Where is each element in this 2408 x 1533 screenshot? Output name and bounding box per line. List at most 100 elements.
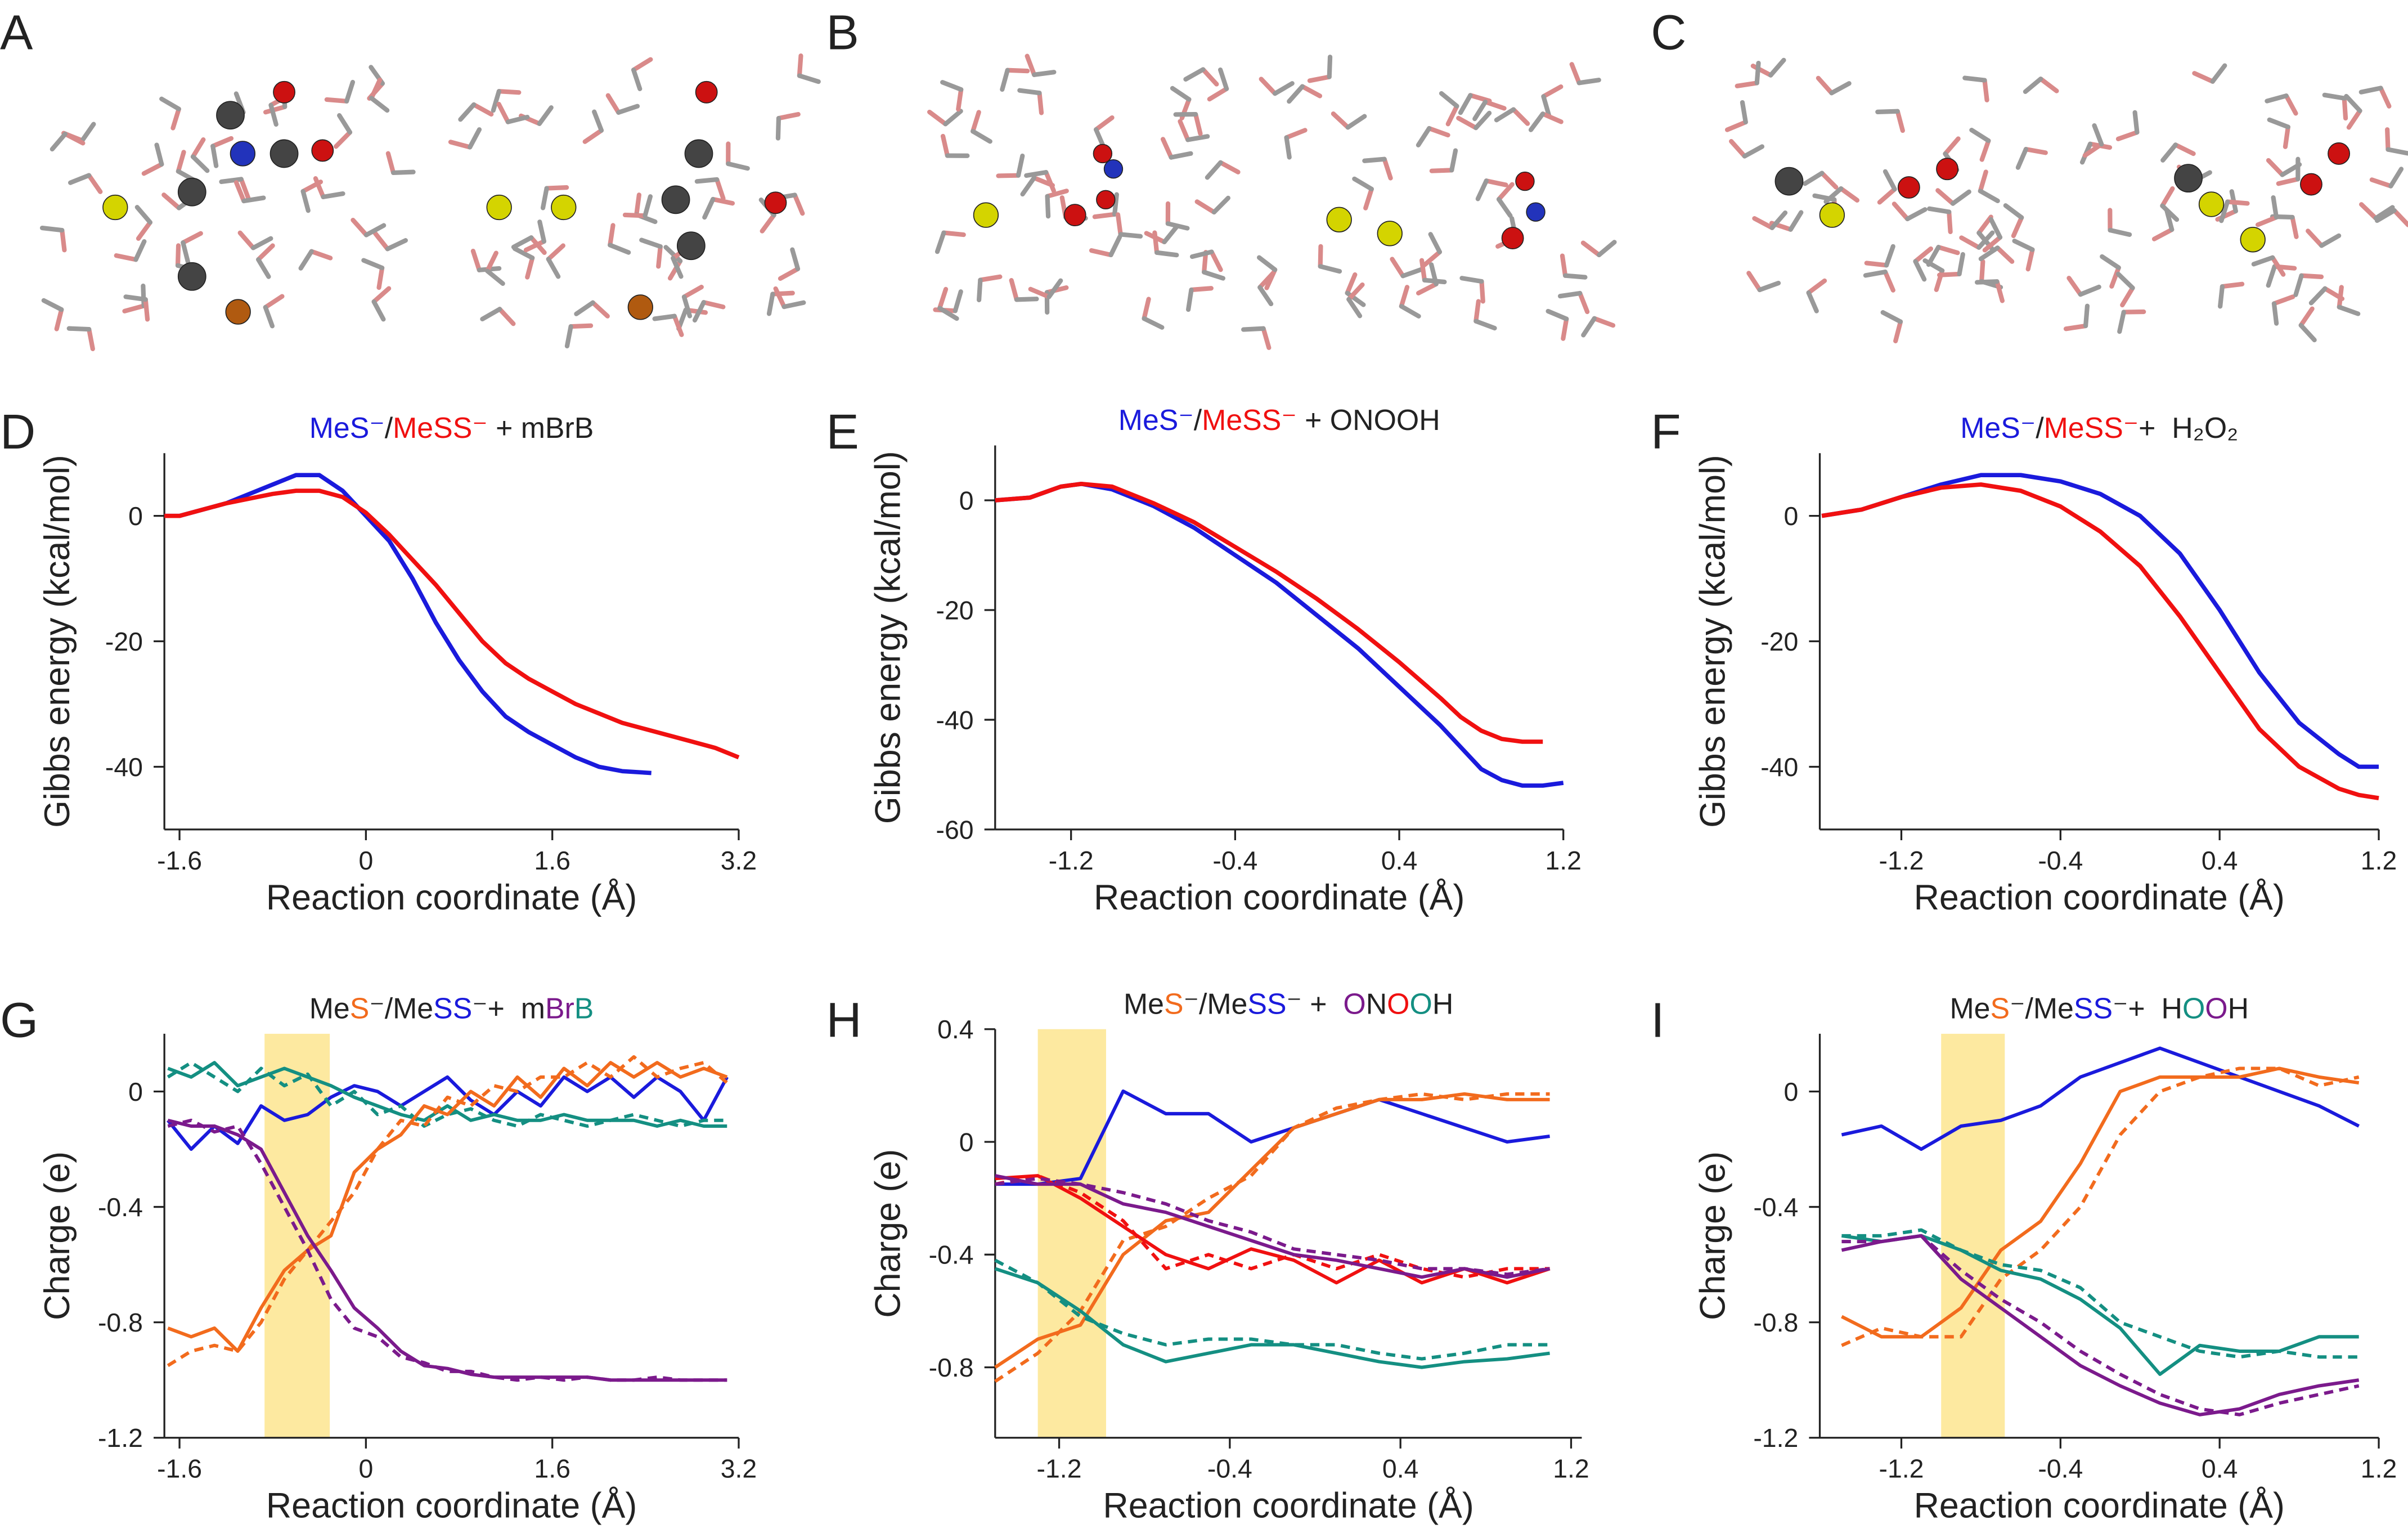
water-bond — [1729, 139, 1747, 159]
atom — [1774, 167, 1804, 196]
water-bond — [1994, 279, 2005, 303]
water-bond — [1969, 127, 1991, 144]
water-bond — [1768, 57, 1786, 78]
water-bond — [953, 289, 963, 313]
water-bond — [351, 217, 369, 237]
atom — [1526, 202, 1546, 222]
water-bond — [1754, 60, 1761, 86]
panel-letter: A — [0, 5, 33, 60]
water-bond — [711, 196, 735, 206]
water-bond — [1479, 279, 1485, 304]
x-axis-label: Reaction coordinate (Å) — [1094, 878, 1464, 917]
water-bond — [1473, 319, 1497, 331]
water-bond — [241, 195, 266, 204]
title-segment: Me — [1124, 987, 1164, 1020]
water-bond — [1201, 67, 1219, 87]
water-bond — [263, 104, 287, 115]
y-tick-label: -0.8 — [98, 1308, 143, 1337]
water-bond — [2375, 208, 2397, 223]
y-axis-label: Gibbs energy (kcal/mol) — [38, 455, 77, 828]
water-bond — [1456, 115, 1479, 131]
water-bond — [333, 130, 353, 149]
y-axis-label: Charge (e) — [869, 1149, 908, 1318]
water-bond — [592, 109, 604, 133]
water-bond — [940, 80, 964, 92]
water-bond — [525, 256, 535, 280]
water-bond — [159, 96, 181, 111]
series-line — [995, 1177, 1550, 1276]
water-bond — [1982, 235, 2003, 253]
water-bond — [935, 230, 946, 254]
water-bond — [2308, 286, 2328, 306]
water-bond — [1112, 192, 1119, 217]
atom — [627, 294, 653, 320]
water-bond — [2160, 203, 2180, 222]
water-bond — [1118, 232, 1143, 239]
water-bond — [1580, 240, 1602, 258]
water-bond — [616, 104, 640, 115]
water-bond — [1494, 107, 1516, 123]
water-bond — [590, 300, 610, 319]
water-bond — [1540, 111, 1564, 124]
water-bond — [1978, 189, 2000, 204]
water-bond — [385, 151, 396, 176]
water-bond — [1094, 115, 1115, 132]
water-bond — [210, 136, 234, 149]
water-bond — [1962, 75, 1987, 83]
title-segment: Me — [309, 992, 350, 1025]
water-bond — [1496, 197, 1513, 218]
y-tick-label: -0.8 — [929, 1353, 974, 1382]
water-bond — [1936, 245, 1960, 256]
x-tick-label: -0.4 — [1212, 846, 1257, 875]
water-bond — [2117, 310, 2126, 334]
water-bond — [2116, 271, 2135, 290]
water-bond — [1362, 156, 1387, 163]
water-bond — [790, 247, 801, 271]
water-bond — [1331, 111, 1350, 130]
atom — [311, 139, 334, 162]
y-tick-label: -1.2 — [1753, 1423, 1798, 1453]
water-bond — [1569, 62, 1582, 86]
water-bond — [639, 237, 663, 249]
series-line — [1841, 1228, 2359, 1359]
water-bond — [2266, 264, 2277, 288]
water-bond — [344, 79, 356, 104]
water-bond — [1978, 245, 2000, 262]
series-line — [995, 1174, 1550, 1279]
water-bond — [2063, 323, 2088, 331]
water-bond — [1108, 234, 1122, 258]
water-bond — [2011, 215, 2024, 239]
water-bond — [1428, 232, 1443, 254]
water-bond — [1142, 297, 1151, 321]
water-bond — [133, 239, 147, 262]
water-bond — [1046, 278, 1063, 299]
water-bond — [190, 154, 210, 173]
title-segment: ⁻+ m — [472, 992, 545, 1025]
water-bond — [496, 89, 522, 95]
water-bond — [2298, 306, 2315, 328]
atom — [2198, 191, 2225, 217]
water-bond — [233, 180, 246, 204]
atom — [1501, 227, 1524, 249]
atom — [684, 139, 713, 168]
title-segment: MeS⁻ — [309, 411, 385, 444]
atom — [269, 139, 299, 168]
water-bond — [122, 303, 146, 313]
atom — [1377, 221, 1403, 246]
water-bond — [1883, 270, 1895, 293]
water-bond — [1016, 153, 1025, 178]
water-bond — [385, 238, 408, 252]
water-bond — [546, 243, 565, 262]
water-bond — [681, 284, 704, 299]
water-bond — [1484, 178, 1508, 187]
water-bond — [1541, 84, 1564, 99]
water-bond — [1829, 81, 1852, 96]
water-bond — [1445, 104, 1459, 127]
water-bond — [2256, 215, 2279, 227]
x-axis-label: Reaction coordinate (Å) — [1914, 1486, 2285, 1526]
water-bond — [2344, 93, 2362, 113]
water-bond — [1458, 93, 1473, 115]
water-bond — [1037, 91, 1044, 115]
water-bond — [692, 300, 706, 323]
water-bond — [1194, 199, 1217, 215]
